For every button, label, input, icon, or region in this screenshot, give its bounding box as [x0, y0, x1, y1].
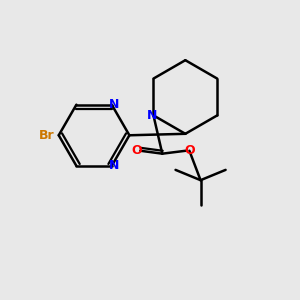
Text: N: N: [147, 109, 157, 122]
Text: O: O: [184, 144, 195, 157]
Text: N: N: [109, 159, 119, 172]
Text: O: O: [131, 144, 142, 157]
Text: Br: Br: [39, 129, 54, 142]
Text: N: N: [109, 98, 119, 111]
